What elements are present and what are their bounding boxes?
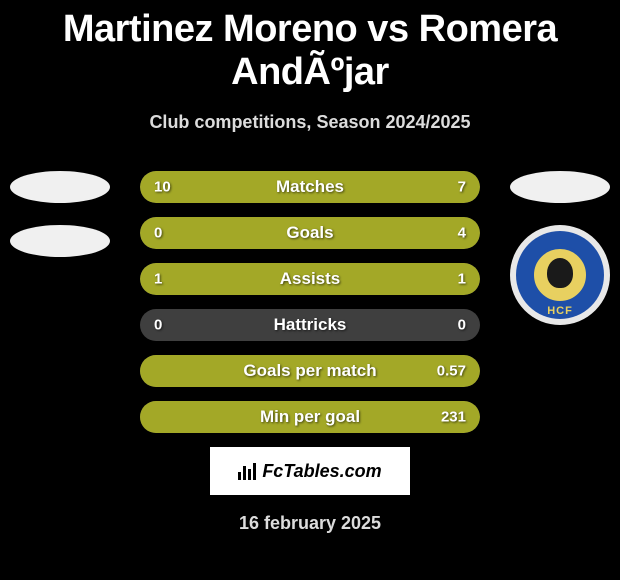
stat-label: Assists	[280, 269, 340, 289]
player-oval-icon	[10, 171, 110, 203]
stat-value-left: 0	[154, 317, 162, 334]
logo-text: FcTables.com	[262, 461, 381, 482]
club-badge-text: HCF	[547, 305, 573, 317]
logo-bars-icon	[238, 463, 256, 480]
stat-label: Goals	[286, 223, 333, 243]
club-badge-icon: HCF	[510, 225, 610, 325]
fctables-logo: FcTables.com	[210, 447, 410, 495]
stat-label: Min per goal	[260, 407, 360, 427]
stat-value-left: 0	[154, 225, 162, 242]
page-subtitle: Club competitions, Season 2024/2025	[0, 112, 620, 133]
stat-value-right: 1	[458, 271, 466, 288]
stat-value-left: 1	[154, 271, 162, 288]
stats-container: 10 7 Matches 0 4 Goals 1 1 Assists 0 0 Hattricks 0.5…	[140, 171, 480, 433]
stat-row: 0 0 Hattricks	[140, 309, 480, 341]
page-title: Martinez Moreno vs Romera AndÃºjar	[0, 0, 620, 94]
player-oval-icon	[10, 225, 110, 257]
stat-row: 0.57 Goals per match	[140, 355, 480, 387]
stat-value-right: 0.57	[437, 363, 466, 380]
stat-row: 0 4 Goals	[140, 217, 480, 249]
stat-value-right: 4	[458, 225, 466, 242]
stat-row: 231 Min per goal	[140, 401, 480, 433]
stat-value-right: 7	[458, 179, 466, 196]
date-label: 16 february 2025	[0, 513, 620, 534]
stat-value-right: 0	[458, 317, 466, 334]
stat-row: 10 7 Matches	[140, 171, 480, 203]
body-area: HCF 10 7 Matches 0 4 Goals 1 1 Assists 0 0 Hattrick…	[0, 171, 620, 433]
player-oval-icon	[510, 171, 610, 203]
stat-fill-left	[140, 217, 208, 249]
stat-label: Goals per match	[243, 361, 376, 381]
right-player-badges: HCF	[510, 171, 610, 325]
stat-value-left: 10	[154, 179, 171, 196]
comparison-card: Martinez Moreno vs Romera AndÃºjar Club …	[0, 0, 620, 580]
stat-fill-right	[208, 217, 480, 249]
stat-row: 1 1 Assists	[140, 263, 480, 295]
stat-label: Matches	[276, 177, 344, 197]
left-player-badges	[10, 171, 110, 279]
stat-label: Hattricks	[274, 315, 347, 335]
stat-value-right: 231	[441, 409, 466, 426]
